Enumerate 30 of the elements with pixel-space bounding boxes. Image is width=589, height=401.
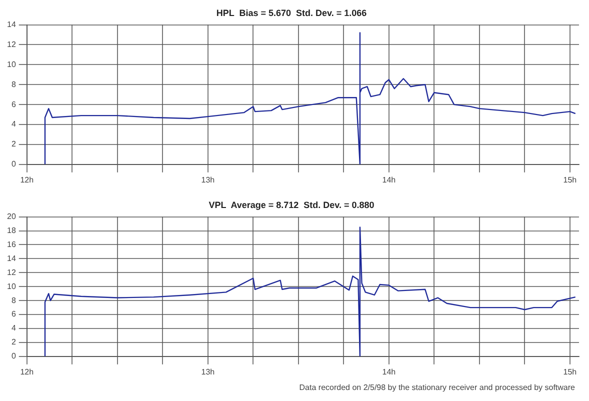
y-tick-label: 12	[6, 268, 16, 277]
y-tick-label: 10	[6, 282, 16, 291]
y-tick-label: 18	[6, 226, 16, 235]
y-tick-label: 20	[6, 212, 16, 222]
x-tick-label: 12h	[20, 175, 34, 184]
y-tick-label: 2	[11, 140, 16, 149]
y-tick-label: 4	[11, 324, 16, 333]
y-tick-label: 0	[11, 160, 16, 169]
y-tick-label: 6	[11, 100, 16, 109]
x-tick-label: 13h	[201, 175, 215, 184]
x-tick-label: 15h	[563, 367, 577, 376]
y-tick-label: 14	[6, 254, 16, 263]
y-tick-label: 16	[6, 240, 16, 249]
x-tick-label: 12h	[20, 367, 34, 376]
y-tick-label: 8	[11, 80, 16, 89]
text: Data recorded on 2/5/98 by the stationary receiver and processed by software	[299, 383, 575, 392]
chart-title: HPL Bias = 5.670 Std. Dev. = 1.066	[216, 8, 367, 18]
x-tick-label: 13h	[201, 367, 215, 376]
y-tick-label: 10	[6, 60, 16, 69]
x-tick-label: 14h	[382, 367, 396, 376]
x-tick-label: 15h	[563, 175, 577, 184]
y-tick-label: 12	[6, 40, 16, 49]
chart-title: VPL Average = 8.712 Std. Dev. = 0.880	[208, 200, 374, 210]
y-tick-label: 0	[11, 352, 16, 361]
y-tick-label: 8	[11, 296, 16, 305]
x-tick-label: 14h	[382, 175, 396, 184]
y-tick-label: 14	[6, 20, 16, 30]
y-tick-label: 2	[11, 338, 16, 347]
y-tick-label: 4	[11, 120, 16, 129]
y-tick-label: 6	[11, 310, 16, 319]
